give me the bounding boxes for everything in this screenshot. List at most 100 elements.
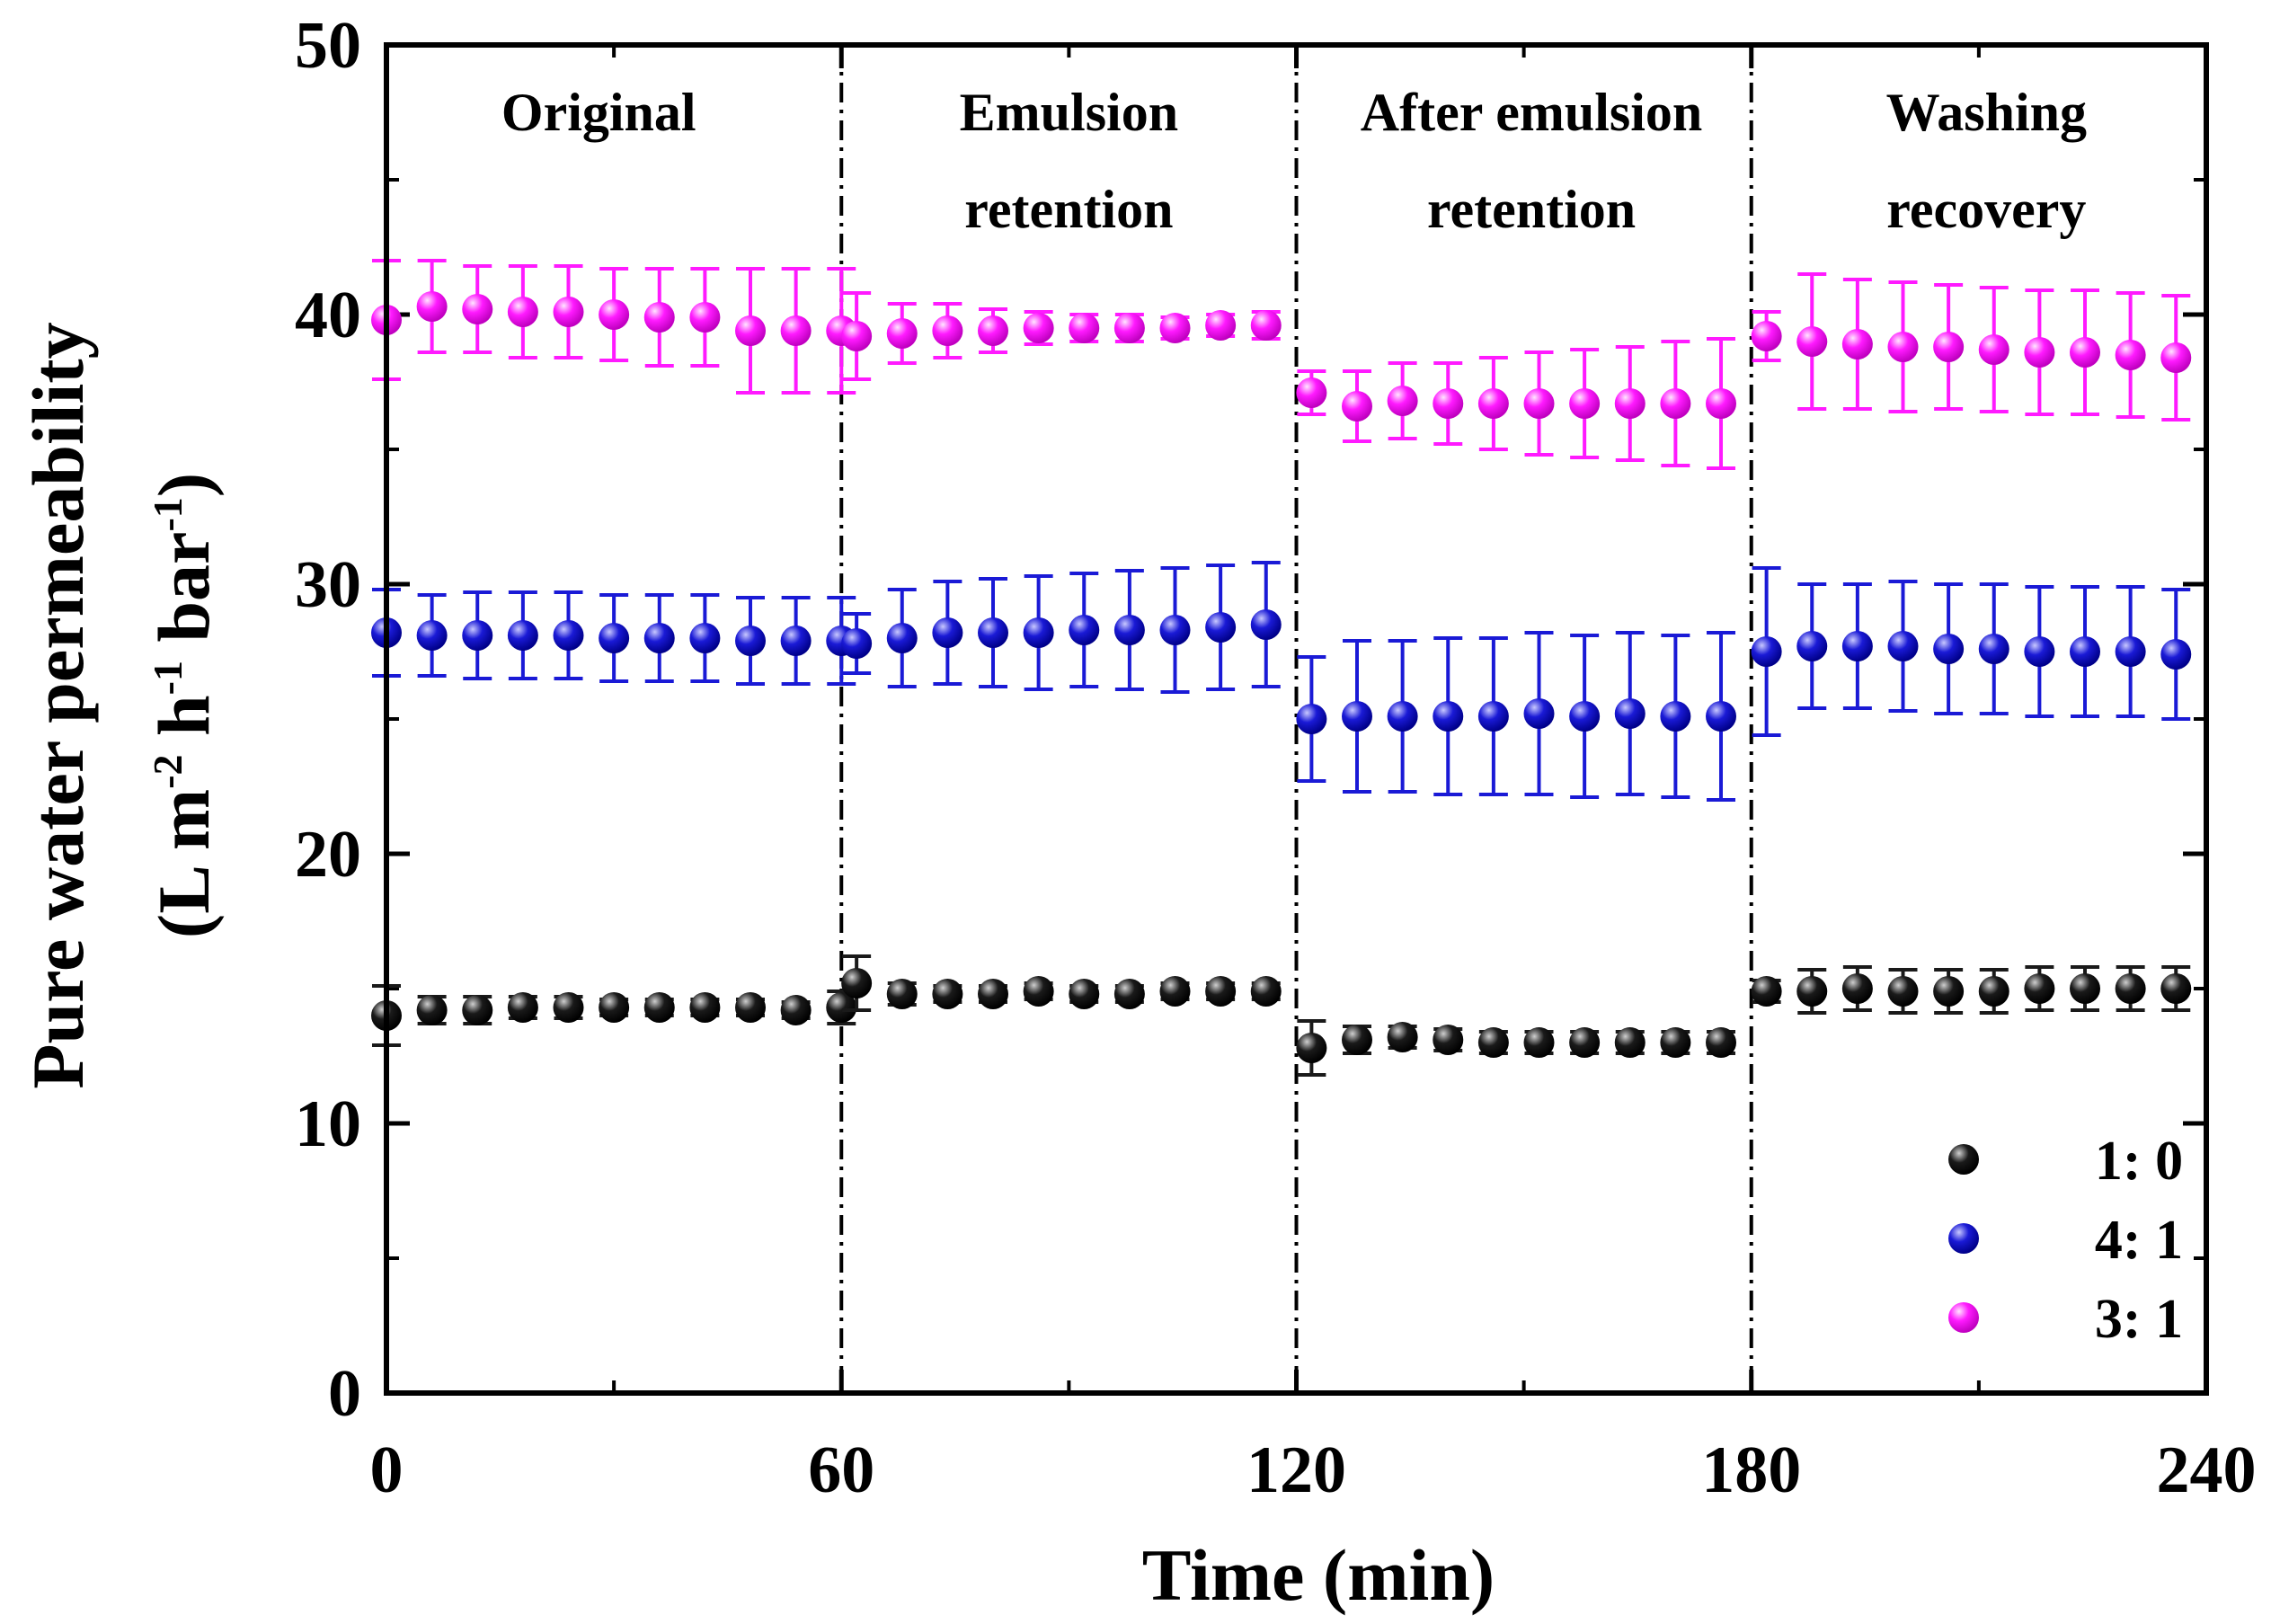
- data-point: [2024, 636, 2055, 667]
- data-point: [1023, 313, 1054, 343]
- data-point: [553, 620, 584, 651]
- data-point: [1614, 1027, 1646, 1058]
- phase-label: retention: [964, 180, 1173, 239]
- x-tick-label: 120: [1246, 1433, 1346, 1507]
- y-axis-title-superscript: -1: [145, 497, 191, 531]
- data-point: [462, 294, 493, 324]
- phase-label: After emulsion: [1361, 83, 1703, 142]
- data-point: [1205, 976, 1237, 1007]
- data-point: [1250, 976, 1282, 1007]
- data-point: [2070, 337, 2100, 368]
- data-point: [1387, 386, 1418, 416]
- legend-label: 1: 0: [2095, 1131, 2183, 1192]
- data-point: [1250, 310, 1282, 341]
- plot-frame: [384, 42, 2209, 1396]
- data-point: [1523, 698, 1555, 729]
- legend-marker: [1948, 1302, 1979, 1333]
- data-point: [1433, 1025, 1464, 1055]
- data-point: [1978, 976, 2009, 1007]
- data-point: [1342, 701, 1372, 732]
- data-point: [1159, 976, 1191, 1007]
- data-point: [1887, 332, 1919, 362]
- data-point: [1660, 1027, 1691, 1058]
- y-tick-label: 50: [295, 9, 361, 83]
- phase-label: recovery: [1886, 180, 2086, 239]
- x-tick-label: 0: [370, 1433, 404, 1507]
- data-point: [932, 617, 963, 648]
- data-point: [1660, 388, 1691, 419]
- legend-marker: [1948, 1144, 1979, 1175]
- data-point: [1706, 701, 1736, 732]
- y-tick-label: 30: [295, 548, 361, 622]
- data-point: [1296, 1033, 1327, 1063]
- data-point: [735, 315, 766, 346]
- y-axis-title-part: h: [143, 695, 225, 754]
- data-point: [553, 297, 584, 327]
- data-point: [1706, 388, 1736, 419]
- data-point: [1387, 701, 1418, 732]
- data-point: [932, 315, 963, 346]
- data-point: [978, 315, 1008, 346]
- legend-label: 4: 1: [2095, 1210, 2183, 1271]
- data-point: [1751, 976, 1782, 1007]
- data-point: [886, 318, 918, 349]
- y-axis-title-superscript: -2: [145, 754, 191, 788]
- data-point: [507, 620, 538, 651]
- data-point: [553, 992, 584, 1023]
- data-point: [841, 321, 873, 351]
- data-point: [599, 992, 630, 1023]
- data-point: [1523, 388, 1555, 419]
- data-point: [1477, 388, 1509, 419]
- data-point: [841, 628, 873, 659]
- phase-label: Original: [501, 83, 696, 142]
- series-1-0: [371, 954, 2192, 1077]
- legend-label: 3: 1: [2095, 1289, 2183, 1350]
- x-tick-label: 180: [1701, 1433, 1801, 1507]
- data-point: [2160, 639, 2192, 670]
- data-point: [2024, 973, 2055, 1004]
- data-point: [2115, 636, 2146, 667]
- data-point: [1933, 332, 1965, 362]
- data-point: [1887, 631, 1919, 661]
- y-axis-title-superscript: -1: [145, 661, 191, 695]
- y-tick-label: 20: [295, 818, 361, 892]
- data-point: [1978, 334, 2009, 365]
- data-point: [643, 302, 675, 333]
- series-4-1: [371, 561, 2192, 802]
- legend-marker: [1948, 1223, 1979, 1254]
- data-point: [780, 995, 812, 1025]
- data-point: [1887, 976, 1919, 1007]
- data-point: [1069, 615, 1100, 645]
- data-point: [1751, 636, 1782, 667]
- data-point: [1523, 1027, 1555, 1058]
- data-point: [1113, 979, 1145, 1009]
- data-point: [599, 623, 630, 653]
- data-point: [780, 626, 812, 656]
- data-point: [1069, 979, 1100, 1009]
- data-point: [1569, 388, 1601, 419]
- data-point: [1660, 701, 1691, 732]
- data-point: [2115, 340, 2146, 370]
- data-point: [978, 617, 1008, 648]
- y-axis-title-part: ): [143, 473, 225, 497]
- data-point: [1614, 698, 1646, 729]
- data-point: [2024, 337, 2055, 368]
- data-point: [1205, 612, 1237, 643]
- data-point: [2070, 973, 2100, 1004]
- data-point: [416, 995, 448, 1025]
- data-point: [1159, 615, 1191, 645]
- y-axis-title: Pure water permeability (L m-2 h-1 bar-1…: [17, 322, 225, 1088]
- data-point: [2115, 973, 2146, 1004]
- data-point: [689, 992, 721, 1023]
- y-axis-title-line2: (L m-2 h-1 bar-1): [143, 473, 225, 938]
- data-point: [643, 992, 675, 1023]
- data-point: [507, 297, 538, 327]
- plot-area: Original Emulsion retention After emulsion r…: [295, 9, 2257, 1507]
- legend: 1: 0 4: 1 3: 1: [1948, 1131, 2183, 1350]
- data-point: [462, 620, 493, 651]
- data-point: [1933, 634, 1965, 664]
- data-point: [1706, 1027, 1736, 1058]
- data-point: [1205, 310, 1237, 341]
- data-point: [1023, 976, 1054, 1007]
